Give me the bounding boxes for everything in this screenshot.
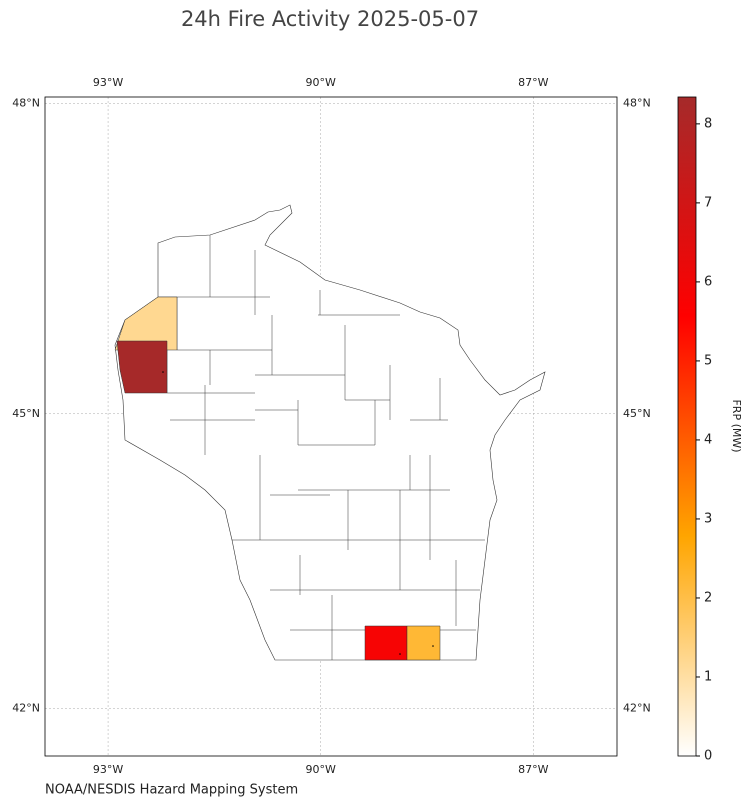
colorbar-tick-label: 5 <box>704 353 712 368</box>
fire-point <box>399 653 401 655</box>
colorbar-tick-label: 3 <box>704 511 712 526</box>
colorbar <box>677 96 697 757</box>
source-note: NOAA/NESDIS Hazard Mapping System <box>45 783 298 798</box>
state-outline <box>114 204 546 661</box>
lat-label: 42°N <box>12 701 40 714</box>
lat-label: 42°N <box>623 701 651 714</box>
lon-label: 87°W <box>518 76 548 89</box>
lon-label: 93°W <box>93 76 123 89</box>
lat-label: 45°N <box>12 407 40 420</box>
lat-label: 45°N <box>623 407 651 420</box>
fire-point <box>162 371 164 373</box>
fire-point <box>432 645 434 647</box>
lon-label: 90°W <box>306 76 336 89</box>
fire-county <box>364 625 408 661</box>
colorbar-tick-label: 1 <box>704 669 712 684</box>
fire-county <box>116 340 168 394</box>
lat-label: 48°N <box>623 96 651 109</box>
colorbar-tick-label: 0 <box>704 749 712 764</box>
colorbar-label: FRP (MW) <box>730 399 743 452</box>
county-lines <box>158 235 485 660</box>
lon-label: 93°W <box>93 763 123 776</box>
lon-label: 90°W <box>306 763 336 776</box>
colorbar-tick-label: 2 <box>704 590 712 605</box>
colorbar-tick-label: 7 <box>704 195 712 210</box>
fire-county <box>406 625 441 661</box>
colorbar-tick-label: 6 <box>704 274 712 289</box>
colorbar-tick-label: 4 <box>704 432 712 447</box>
map-frame <box>44 96 618 757</box>
colorbar-tick-label: 8 <box>704 116 712 131</box>
title: 24h Fire Activity 2025-05-07 <box>181 7 479 31</box>
lon-label: 87°W <box>518 763 548 776</box>
lat-label: 48°N <box>12 96 40 109</box>
